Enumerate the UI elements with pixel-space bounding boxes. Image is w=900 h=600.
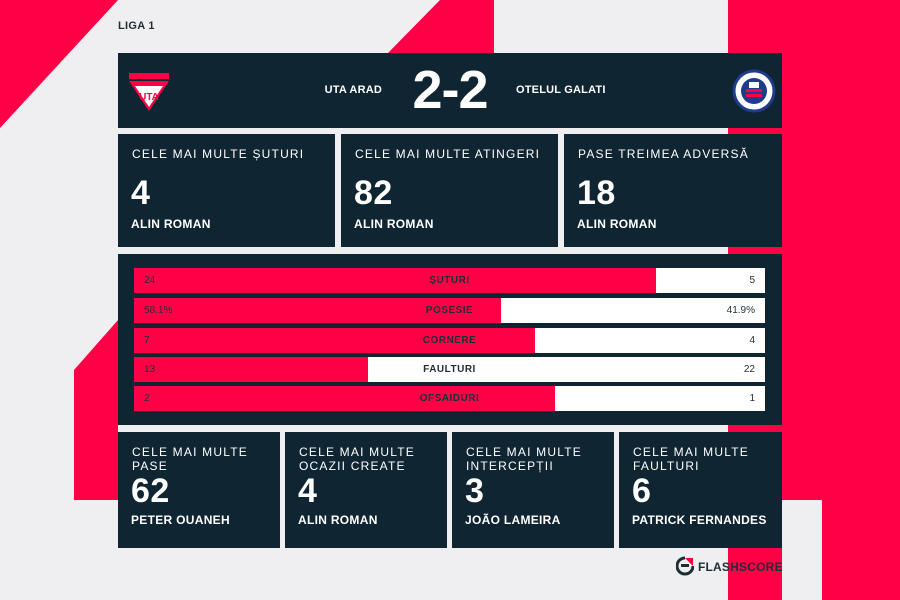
card-player: ALIN ROMAN [298,513,378,527]
stat-away-value: 41.9% [726,305,755,316]
card-player: ALIN ROMAN [131,217,211,231]
svg-text:UTA: UTA [139,92,159,103]
league-name: LIGA 1 [118,20,155,32]
stat-home-value: 13 [144,364,156,375]
stat-home-bar [134,357,369,382]
card-label: CELE MAI MULTE ATINGERI [355,147,541,161]
team-stats-panel: 24 ȘUTURI 5 58.1% POSESIE 41.9% 7 CORNER… [118,254,782,425]
top-card-touches: CELE MAI MULTE ATINGERI 82 ALIN ROMAN [341,134,558,247]
top-card-shots: CELE MAI MULTE ȘUTURI 4 ALIN ROMAN [118,134,335,247]
stat-home-value: 24 [144,275,156,286]
stat-home-bar [134,328,536,353]
stat-away-value: 1 [749,393,755,404]
stat-label: CORNERE [422,335,477,346]
stat-home-bar [134,298,501,323]
bottom-card-interceptions: CELE MAI MULTE INTERCEPȚII 3 JOÃO LAMEIR… [452,432,614,548]
brand-name: FLASHSCORE [698,560,783,574]
stat-row-offsides: 2 OFSAIDURI 1 [134,386,765,411]
stat-away-value: 22 [743,364,755,375]
scoreboard: UTA UTA ARAD 2-2 OTELUL GALATI [118,53,782,128]
card-value: 62 [131,472,170,510]
card-label: CELE MAI MULTE INTERCEPȚII [466,445,582,473]
stat-away-value: 4 [749,335,755,346]
home-team-name: UTA ARAD [324,84,382,96]
card-value: 4 [131,174,151,212]
stat-row-fouls: 13 FAULTURI 22 [134,357,765,382]
stat-home-bar [134,268,656,293]
uta-arad-crest-icon: UTA [129,73,169,111]
stat-home-value: 58.1% [144,305,173,316]
stat-label: OFSAIDURI [419,393,480,404]
stat-home-value: 7 [144,335,150,346]
card-player: ALIN ROMAN [577,217,657,231]
bottom-card-fouls: CELE MAI MULTE FAULTURI 6 PATRICK FERNAN… [619,432,782,548]
stat-row-corners: 7 CORNERE 4 [134,328,765,353]
stat-row-shots: 24 ȘUTURI 5 [134,268,765,293]
stat-label: FAULTURI [423,364,476,375]
match-score: 2-2 [412,60,488,120]
card-player: JOÃO LAMEIRA [465,513,561,527]
card-player: PETER OUANEH [131,513,230,527]
stat-away-value: 5 [749,275,755,286]
card-player: ALIN ROMAN [354,217,434,231]
stat-home-value: 2 [144,393,150,404]
card-value: 4 [298,472,318,510]
top-card-final-third-passes: PASE TREIMEA ADVERSĂ 18 ALIN ROMAN [564,134,782,247]
card-label: CELE MAI MULTE OCAZII CREATE [299,445,415,473]
stat-row-possession: 58.1% POSESIE 41.9% [134,298,765,323]
bottom-card-passes: CELE MAI MULTE PASE 62 PETER OUANEH [118,432,280,548]
card-label: CELE MAI MULTE ȘUTURI [132,147,305,161]
card-value: 18 [577,174,616,212]
card-label: CELE MAI MULTE FAULTURI [633,445,749,473]
stat-label: ȘUTURI [429,275,470,286]
card-label: CELE MAI MULTE PASE [132,445,248,473]
card-value: 6 [632,472,652,510]
bottom-card-chances-created: CELE MAI MULTE OCAZII CREATE 4 ALIN ROMA… [285,432,447,548]
card-value: 82 [354,174,393,212]
card-value: 3 [465,472,485,510]
card-player: PATRICK FERNANDES [632,513,767,527]
stat-home-bar [134,386,555,411]
flashscore-logo-icon [676,556,694,576]
stat-label: POSESIE [425,305,474,316]
otelul-galati-crest-icon [732,69,776,113]
away-team-name: OTELUL GALATI [516,84,606,96]
card-label: PASE TREIMEA ADVERSĂ [578,147,749,161]
